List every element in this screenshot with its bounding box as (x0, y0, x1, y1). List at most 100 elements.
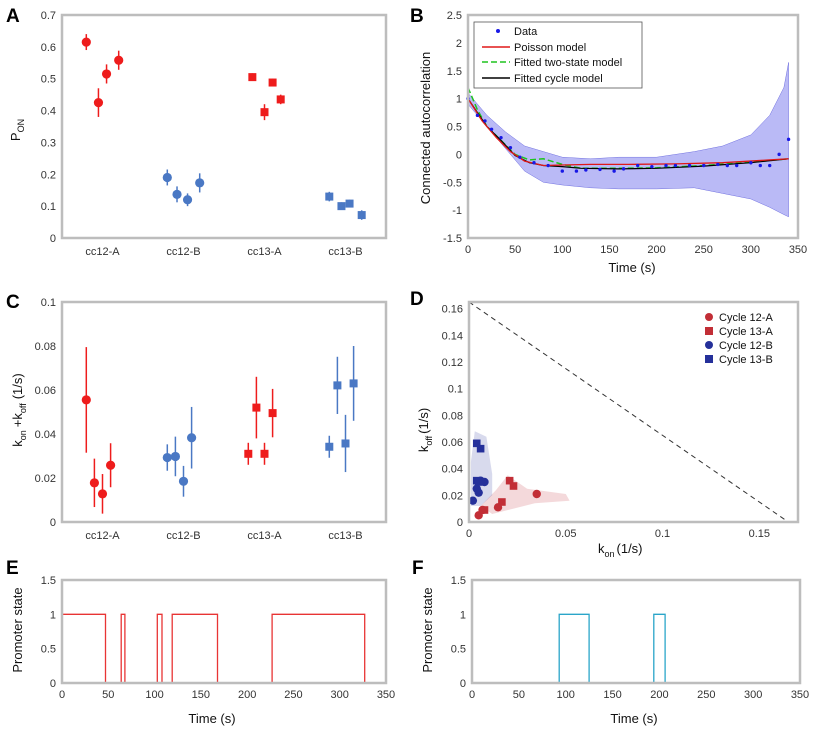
panel-c-ytick-4: 0.08 (35, 341, 56, 353)
panel-f-xtick-4: 200 (650, 689, 668, 701)
point-cycle-13-b-3 (474, 478, 483, 486)
panel-f-plot: 0 50 100 150 200 250 300 350 0 0.5 1 1.5 (451, 575, 809, 701)
point-cycle-13-a-0 (480, 506, 489, 514)
panel-e: E 0 50 100 150 200 250 300 350 0 0.5 1 1.5 Time (s)… (6, 558, 395, 726)
panel-e-frame (60, 578, 388, 685)
panel-a-point-cc13-B-1 (337, 202, 346, 211)
panel-a-point-cc13-B-3 (357, 211, 366, 220)
panel-d-ytick-6: 0.12 (442, 357, 463, 369)
confidence-band (467, 62, 789, 218)
panel-d-xtick-3: 0.15 (749, 528, 770, 540)
panel-c-xtick-cc12-A: cc12-A (85, 530, 120, 542)
panel-d-ylabel: koff(1/s) (416, 408, 434, 452)
data-point (725, 163, 729, 168)
poisson-model-line (467, 98, 789, 167)
panel-a-ytick-6: 0.6 (41, 42, 56, 54)
panel-a-point-cc12-B-3 (195, 178, 205, 188)
panel-c-point-cc13-A-1 (252, 403, 261, 412)
panel-e-xtick-5: 250 (284, 689, 302, 701)
panel-b-xtick-4: 200 (647, 244, 665, 256)
ylabel-koff-sub: off (18, 403, 28, 413)
panel-d-plot: 0 0.05 0.1 0.15 0 0.02 0.04 0.06 0.08 0.1 0.12 0.14… (442, 300, 800, 540)
panel-b-ytick-0: -1.5 (443, 233, 462, 245)
panel-d-frame (467, 300, 800, 524)
panel-f-xtick-0: 0 (469, 689, 475, 701)
panel-c-point-cc12-B-0 (162, 452, 172, 463)
panel-c-point-cc12-A-2 (97, 489, 108, 499)
panel-a-point-cc13-A-0 (248, 73, 257, 82)
data-point (598, 167, 602, 172)
panel-d-xtick-1: 0.05 (555, 528, 576, 540)
point-cycle-12-b-2 (474, 488, 483, 497)
panel-f-ylabel: Promoter state (420, 587, 435, 672)
panel-b-ytick-3: 0 (456, 149, 462, 161)
reference-line (468, 301, 789, 523)
point-cycle-13-b-1 (476, 444, 485, 453)
panel-e-ytick-1: 0.5 (41, 644, 56, 656)
data-point (716, 162, 720, 167)
panel-b-xtick-2: 100 (553, 244, 571, 256)
panel-e-ytick-0: 0 (50, 678, 56, 690)
legend-data-label: Data (514, 26, 538, 38)
data-point (768, 163, 772, 168)
panel-c-point-cc13-A-3 (268, 409, 277, 418)
panel-b-ylabel: Connected autocorrelation (418, 52, 433, 205)
panel-e-plot: 0 50 100 150 200 250 300 350 0 0.5 1 1.5 (41, 575, 395, 701)
panel-a-xtick-cc12-A: cc12-A (85, 246, 120, 258)
panel-b-ytick-4: 0.5 (447, 122, 462, 134)
legend-cycle-13b-marker (705, 355, 713, 363)
panel-f-xtick-6: 300 (744, 689, 762, 701)
panel-a-ytick-4: 0.4 (41, 106, 56, 118)
panel-b-xtick-5: 250 (695, 244, 713, 256)
panel-f-xtick-1: 50 (513, 689, 525, 701)
panel-f-xtick-7: 350 (791, 689, 809, 701)
data-point (489, 127, 494, 131)
data-point (673, 163, 678, 168)
data-point (475, 113, 480, 118)
panel-a-xtick-cc13-A: cc13-A (247, 246, 282, 258)
panel-f-state-trace (472, 613, 800, 684)
panel-c: C 0 0.02 0.04 0.06 0.08 0.1 cc12-A cc12-B cc13-A… (6, 292, 388, 542)
data-point (786, 137, 791, 142)
panel-b-xtick-3: 150 (600, 244, 618, 256)
panel-d-legend: Cycle 12-A Cycle 13-A Cycle 12-B Cycle 1… (705, 312, 773, 366)
panel-a-point-cc12-A-2 (101, 69, 112, 79)
data-point (574, 169, 579, 173)
panel-d-xtick-0: 0 (466, 528, 472, 540)
legend-cycle-12a-marker (705, 313, 713, 321)
data-point (758, 163, 762, 168)
panel-e-xtick-4: 200 (238, 689, 256, 701)
point-cycle-13-a-1 (498, 498, 506, 506)
ylabel-unit: (1/s) (10, 373, 25, 399)
legend-cycle-13a-label: Cycle 13-A (719, 326, 773, 338)
panel-d-ytick-8: 0.16 (442, 304, 463, 316)
panel-c-xtick-cc13-A: cc13-A (247, 530, 282, 542)
panel-a-point-cc12-B-2 (182, 195, 193, 205)
panel-a-ytick-5: 0.5 (41, 74, 56, 86)
ylabel-k-d: k (416, 445, 431, 452)
panel-d-ytick-7: 0.14 (442, 330, 463, 342)
panel-c-point-cc13-A-0 (244, 449, 253, 458)
panel-a-point-cc12-A-3 (114, 55, 124, 65)
panel-a-ytick-1: 0.1 (41, 201, 56, 213)
svg-text:PON: PON (8, 119, 26, 141)
panel-b-plot: 0 50 100 150 200 250 300 350 -1.5 -1 -0.5 0 0.5 1 1.5 2… (443, 10, 807, 256)
panel-e-ytick-3: 1.5 (41, 575, 56, 587)
panel-e-xtick-1: 50 (102, 689, 114, 701)
panel-f-xlabel: Time (s) (610, 711, 657, 726)
panel-c-point-cc13-B-2 (341, 439, 350, 448)
panel-f-ytick-2: 1 (460, 609, 466, 621)
legend-cycle-13a-marker (705, 327, 713, 335)
panel-c-point-cc12-A-3 (106, 460, 116, 470)
panel-f-xtick-5: 250 (697, 689, 715, 701)
panel-a-point-cc13-B-0 (325, 192, 334, 201)
data-point (499, 135, 503, 140)
panel-b: B 0 50 100 150 200 250 300 350 -1.5 -1 -0.5 0 0.5 1 1.… (410, 6, 807, 275)
panel-b-xlabel: Time (s) (608, 260, 655, 275)
ylabel-k: k (10, 440, 25, 447)
panel-a-xtick-cc12-B: cc12-B (166, 246, 200, 258)
ylabel-plus-k: +k (10, 413, 25, 428)
panel-label-c: C (6, 292, 20, 313)
point-cycle-13-b-0 (472, 439, 481, 448)
